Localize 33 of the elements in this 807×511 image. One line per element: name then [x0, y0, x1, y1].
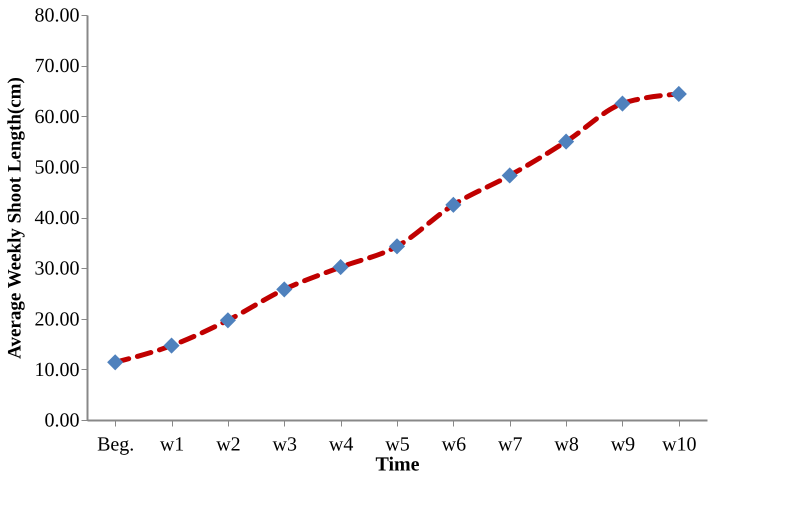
x-tick-label: w4	[328, 434, 354, 456]
x-axis-title: Time	[375, 454, 420, 476]
point	[558, 134, 574, 150]
x-tick-label: w3	[272, 434, 297, 456]
y-tick-label: 70.00	[34, 55, 80, 78]
point	[502, 167, 518, 184]
x-tick-label: w1	[160, 434, 184, 456]
y-tick-label: 80.00	[34, 4, 80, 26]
y-tick-label: 60.00	[34, 106, 80, 128]
x-tick-label: w8	[554, 434, 579, 456]
x-tick-label: w9	[610, 434, 636, 456]
y-tick-label: 30.00	[34, 258, 80, 280]
x-tick-label: Beg.	[97, 434, 134, 456]
x-tick-label: w10	[662, 434, 697, 456]
x-tick-label: w2	[216, 434, 241, 456]
point	[107, 354, 124, 370]
y-tick-label: 20.00	[34, 308, 80, 330]
point	[220, 312, 236, 328]
y-axis-title: Average Weekly Shoot Length(cm)	[4, 77, 26, 359]
y-tick-label: 40.00	[34, 207, 80, 229]
x-tick-label: w6	[442, 434, 466, 456]
point	[388, 238, 406, 254]
y-tick-label: 10.00	[34, 358, 80, 381]
point	[276, 281, 292, 298]
x-tick-label: w5	[385, 434, 410, 456]
point	[445, 196, 462, 213]
point	[332, 259, 349, 276]
point	[163, 338, 180, 354]
point	[614, 96, 631, 112]
y-tick-label: 50.00	[34, 156, 80, 178]
x-tick-label: w7	[498, 434, 522, 456]
point	[670, 86, 687, 102]
y-tick-label: 0.00	[44, 410, 80, 432]
